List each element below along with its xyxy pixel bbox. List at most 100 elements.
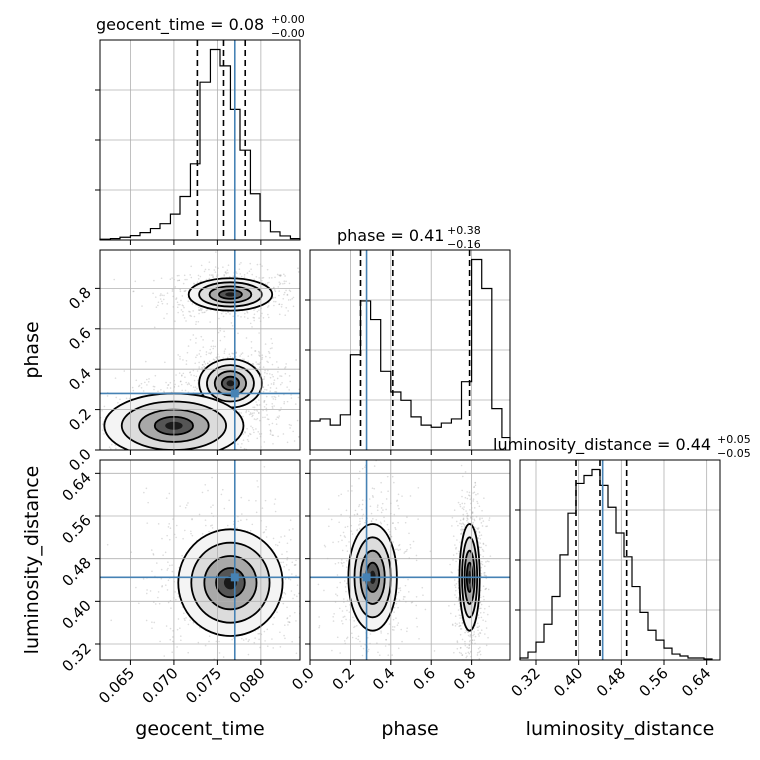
sample-point (338, 607, 341, 610)
sample-point (485, 588, 487, 590)
sample-point (261, 265, 263, 267)
sample-point (200, 335, 203, 338)
sample-point (181, 389, 183, 392)
sample-point (269, 429, 272, 432)
sample-point (301, 302, 303, 304)
sample-point (261, 312, 263, 315)
sample-point (171, 277, 173, 279)
sample-point (200, 280, 202, 282)
sample-point (274, 390, 276, 393)
sample-point (223, 352, 226, 355)
sample-point (265, 407, 268, 410)
sample-point (462, 523, 465, 526)
sample-point (480, 616, 483, 619)
sample-point (278, 303, 281, 306)
sample-point (231, 356, 234, 359)
sample-point (214, 266, 217, 268)
sample-point (479, 546, 481, 549)
sample-point (261, 277, 264, 279)
sample-point (289, 615, 291, 617)
sample-point (463, 664, 465, 666)
sample-point (356, 529, 358, 532)
sample-point (345, 605, 347, 608)
sample-point (325, 446, 327, 448)
sample-point (358, 527, 361, 530)
sample-point (345, 590, 347, 593)
sample-point (251, 415, 253, 418)
sample-point (235, 351, 238, 354)
sample-point (89, 487, 91, 489)
sample-point (464, 644, 467, 647)
sample-point (250, 354, 253, 356)
sample-point (361, 467, 364, 470)
sample-point (127, 469, 129, 471)
sample-point (287, 577, 290, 580)
panel-content (106, 465, 330, 685)
sample-point (489, 555, 492, 557)
sample-point (380, 632, 382, 634)
sample-point (274, 543, 277, 546)
sample-point (221, 488, 224, 491)
sample-point (361, 508, 363, 511)
sample-point (456, 623, 458, 625)
sample-point (65, 451, 67, 453)
sample-point (473, 486, 475, 489)
sample-point (402, 598, 405, 600)
title-luminosity_distance: luminosity_distance = 0.44 +0.05 −0.05 (493, 433, 751, 460)
sample-point (304, 390, 306, 392)
sample-point (186, 383, 189, 386)
sample-point (212, 345, 215, 348)
sample-point (477, 614, 480, 616)
sample-point (377, 504, 379, 506)
sample-point (261, 279, 263, 282)
sample-point (415, 554, 418, 557)
sample-point (283, 291, 286, 294)
sample-point (360, 645, 362, 647)
sample-point (328, 572, 330, 574)
sample-point (359, 470, 361, 473)
sample-point (271, 363, 274, 366)
sample-point (220, 665, 222, 667)
sample-point (223, 335, 226, 338)
histogram-geocent_time (99, 48, 301, 240)
sample-point (186, 278, 188, 281)
sample-point (250, 413, 252, 415)
sample-point (245, 518, 248, 521)
sample-point (459, 533, 462, 535)
sample-point (167, 561, 169, 563)
sample-point (468, 652, 471, 655)
sample-point (96, 452, 98, 454)
sample-point (273, 616, 275, 619)
sample-point (449, 563, 451, 566)
sample-point (179, 290, 182, 293)
sample-point (188, 383, 191, 385)
sample-point (263, 441, 266, 443)
sample-point (387, 490, 389, 493)
sample-point (273, 503, 276, 505)
sample-point (402, 596, 405, 598)
sample-point (199, 309, 201, 312)
sample-point (39, 429, 41, 431)
sample-point (44, 415, 46, 417)
sample-point (189, 371, 191, 374)
sample-point (223, 454, 225, 456)
panel-frame (99, 459, 301, 661)
sample-point (301, 612, 303, 614)
sample-point (397, 647, 400, 650)
sample-point (386, 475, 389, 478)
title-geocent_time-minus: −0.00 (271, 27, 305, 40)
sample-point (459, 519, 462, 522)
sample-point (182, 683, 184, 685)
sample-point (199, 275, 202, 278)
sample-point (178, 274, 180, 277)
sample-point (485, 544, 487, 547)
sample-point (210, 351, 213, 354)
sample-point (455, 589, 457, 592)
ytick-label-luminosity_distance-1: 0.40 (58, 596, 94, 632)
sample-point (167, 526, 170, 528)
sample-point (469, 639, 472, 642)
sample-point (460, 528, 462, 531)
sample-point (215, 640, 218, 643)
sample-point (380, 511, 383, 514)
sample-point (481, 563, 484, 566)
